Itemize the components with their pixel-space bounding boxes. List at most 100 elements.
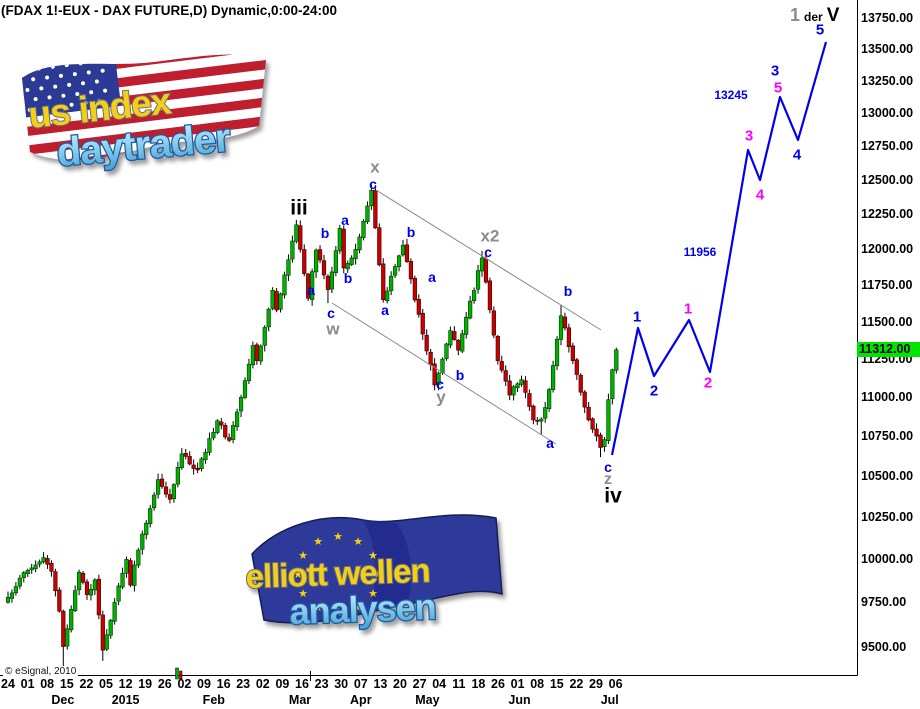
session-tick-red bbox=[179, 670, 183, 680]
candle-up bbox=[471, 290, 477, 301]
candle-down bbox=[219, 421, 224, 426]
candle-up bbox=[65, 628, 70, 647]
candle-down bbox=[61, 610, 66, 647]
candle-down bbox=[183, 452, 188, 457]
candle-up bbox=[175, 467, 180, 485]
candle-up bbox=[124, 559, 129, 574]
candle-up bbox=[610, 369, 615, 400]
last-price-badge: 11312.00 bbox=[857, 342, 920, 358]
candle-up bbox=[436, 372, 441, 385]
candle-up bbox=[266, 308, 271, 328]
candle-up bbox=[73, 590, 78, 611]
candle-up bbox=[389, 275, 394, 291]
candle-up bbox=[215, 420, 220, 434]
candle-up bbox=[385, 290, 390, 302]
candle-up bbox=[88, 589, 94, 596]
candle-up bbox=[448, 330, 453, 346]
candle-up bbox=[515, 383, 520, 389]
candle-down bbox=[321, 260, 327, 276]
candle-up bbox=[120, 572, 125, 588]
candle-up bbox=[294, 224, 299, 242]
candle-up bbox=[242, 380, 248, 398]
candle-down bbox=[227, 437, 232, 441]
channel-trendline bbox=[331, 302, 557, 445]
candle-down bbox=[53, 571, 58, 592]
copyright-note: © eSignal, 2010 bbox=[3, 666, 79, 677]
wave-projection-line bbox=[610, 41, 828, 456]
candle-down bbox=[298, 225, 303, 250]
candle-down bbox=[128, 560, 133, 586]
eu-logo-text-line2: analysen bbox=[289, 586, 436, 632]
svg-text:★: ★ bbox=[368, 550, 378, 562]
candle-up bbox=[77, 571, 82, 591]
candle-down bbox=[159, 478, 165, 487]
svg-text:★: ★ bbox=[293, 569, 303, 581]
candle-down bbox=[499, 361, 504, 371]
candle-up bbox=[152, 494, 157, 509]
candle-up bbox=[349, 257, 354, 265]
candle-down bbox=[306, 273, 311, 299]
candle-up bbox=[400, 244, 406, 256]
candle-up bbox=[290, 240, 295, 260]
wave-degree-roman: V bbox=[826, 5, 840, 26]
candle-up bbox=[333, 250, 338, 273]
candle-down bbox=[195, 467, 200, 471]
svg-text:★: ★ bbox=[368, 588, 378, 600]
candle-up bbox=[286, 259, 291, 276]
candle-up bbox=[29, 567, 34, 571]
candle-down bbox=[491, 310, 496, 336]
candle-up bbox=[357, 236, 362, 251]
svg-text:★: ★ bbox=[333, 531, 343, 543]
svg-text:★: ★ bbox=[353, 602, 363, 614]
candle-down bbox=[562, 316, 568, 329]
candle-up bbox=[108, 619, 113, 636]
eu-flag-icon: ★ ★ ★ ★ ★ ★ ★ ★ ★ ★ ★ ★ bbox=[251, 514, 503, 624]
svg-text:★: ★ bbox=[333, 607, 343, 619]
candle-down bbox=[507, 380, 512, 396]
candle-up bbox=[203, 451, 208, 461]
candle-up bbox=[475, 270, 481, 290]
candle-down bbox=[100, 614, 105, 651]
candle-down bbox=[483, 258, 489, 283]
candle-down bbox=[163, 486, 169, 495]
candle-down bbox=[523, 380, 528, 393]
candle-up bbox=[156, 479, 161, 495]
svg-text:★: ★ bbox=[313, 602, 323, 614]
candle-up bbox=[207, 438, 212, 453]
candle-up bbox=[558, 315, 564, 340]
eu-logo-text-line1: elliott wellen bbox=[245, 552, 430, 595]
candle-down bbox=[503, 370, 508, 382]
candle-down bbox=[416, 298, 421, 315]
candle-down bbox=[96, 578, 101, 616]
candle-up bbox=[33, 564, 38, 570]
candle-up bbox=[329, 271, 335, 290]
candle-down bbox=[381, 263, 386, 301]
candle-down bbox=[412, 277, 417, 301]
candle-down bbox=[578, 374, 583, 393]
chart-title: (FDAX 1!-EUX - DAX FUTURE,D) Dynamic,0:0… bbox=[1, 3, 338, 18]
candle-down bbox=[432, 363, 437, 386]
candle-down bbox=[341, 228, 346, 269]
candle-up bbox=[444, 343, 449, 359]
candle-up bbox=[337, 228, 342, 252]
svg-text:★: ★ bbox=[298, 588, 308, 600]
candle-down bbox=[424, 334, 429, 352]
candle-up bbox=[9, 592, 15, 599]
candle-up bbox=[231, 425, 236, 440]
candle-down bbox=[598, 434, 603, 448]
candle-down bbox=[566, 327, 571, 348]
candle-down bbox=[187, 456, 192, 465]
candle-up bbox=[547, 389, 552, 409]
candle-up bbox=[262, 327, 267, 346]
candle-up bbox=[460, 333, 465, 352]
svg-text:★: ★ bbox=[373, 569, 383, 581]
candle-up bbox=[361, 220, 366, 238]
candle-up bbox=[199, 458, 204, 470]
elliott-wellen-analysen-logo: ★ ★ ★ ★ ★ ★ ★ ★ ★ ★ ★ ★ elliott wellen analysen bbox=[238, 498, 518, 656]
channel-trendline bbox=[375, 189, 602, 331]
candle-up bbox=[313, 249, 319, 273]
candle-up bbox=[468, 300, 473, 319]
candle-up bbox=[396, 255, 402, 268]
